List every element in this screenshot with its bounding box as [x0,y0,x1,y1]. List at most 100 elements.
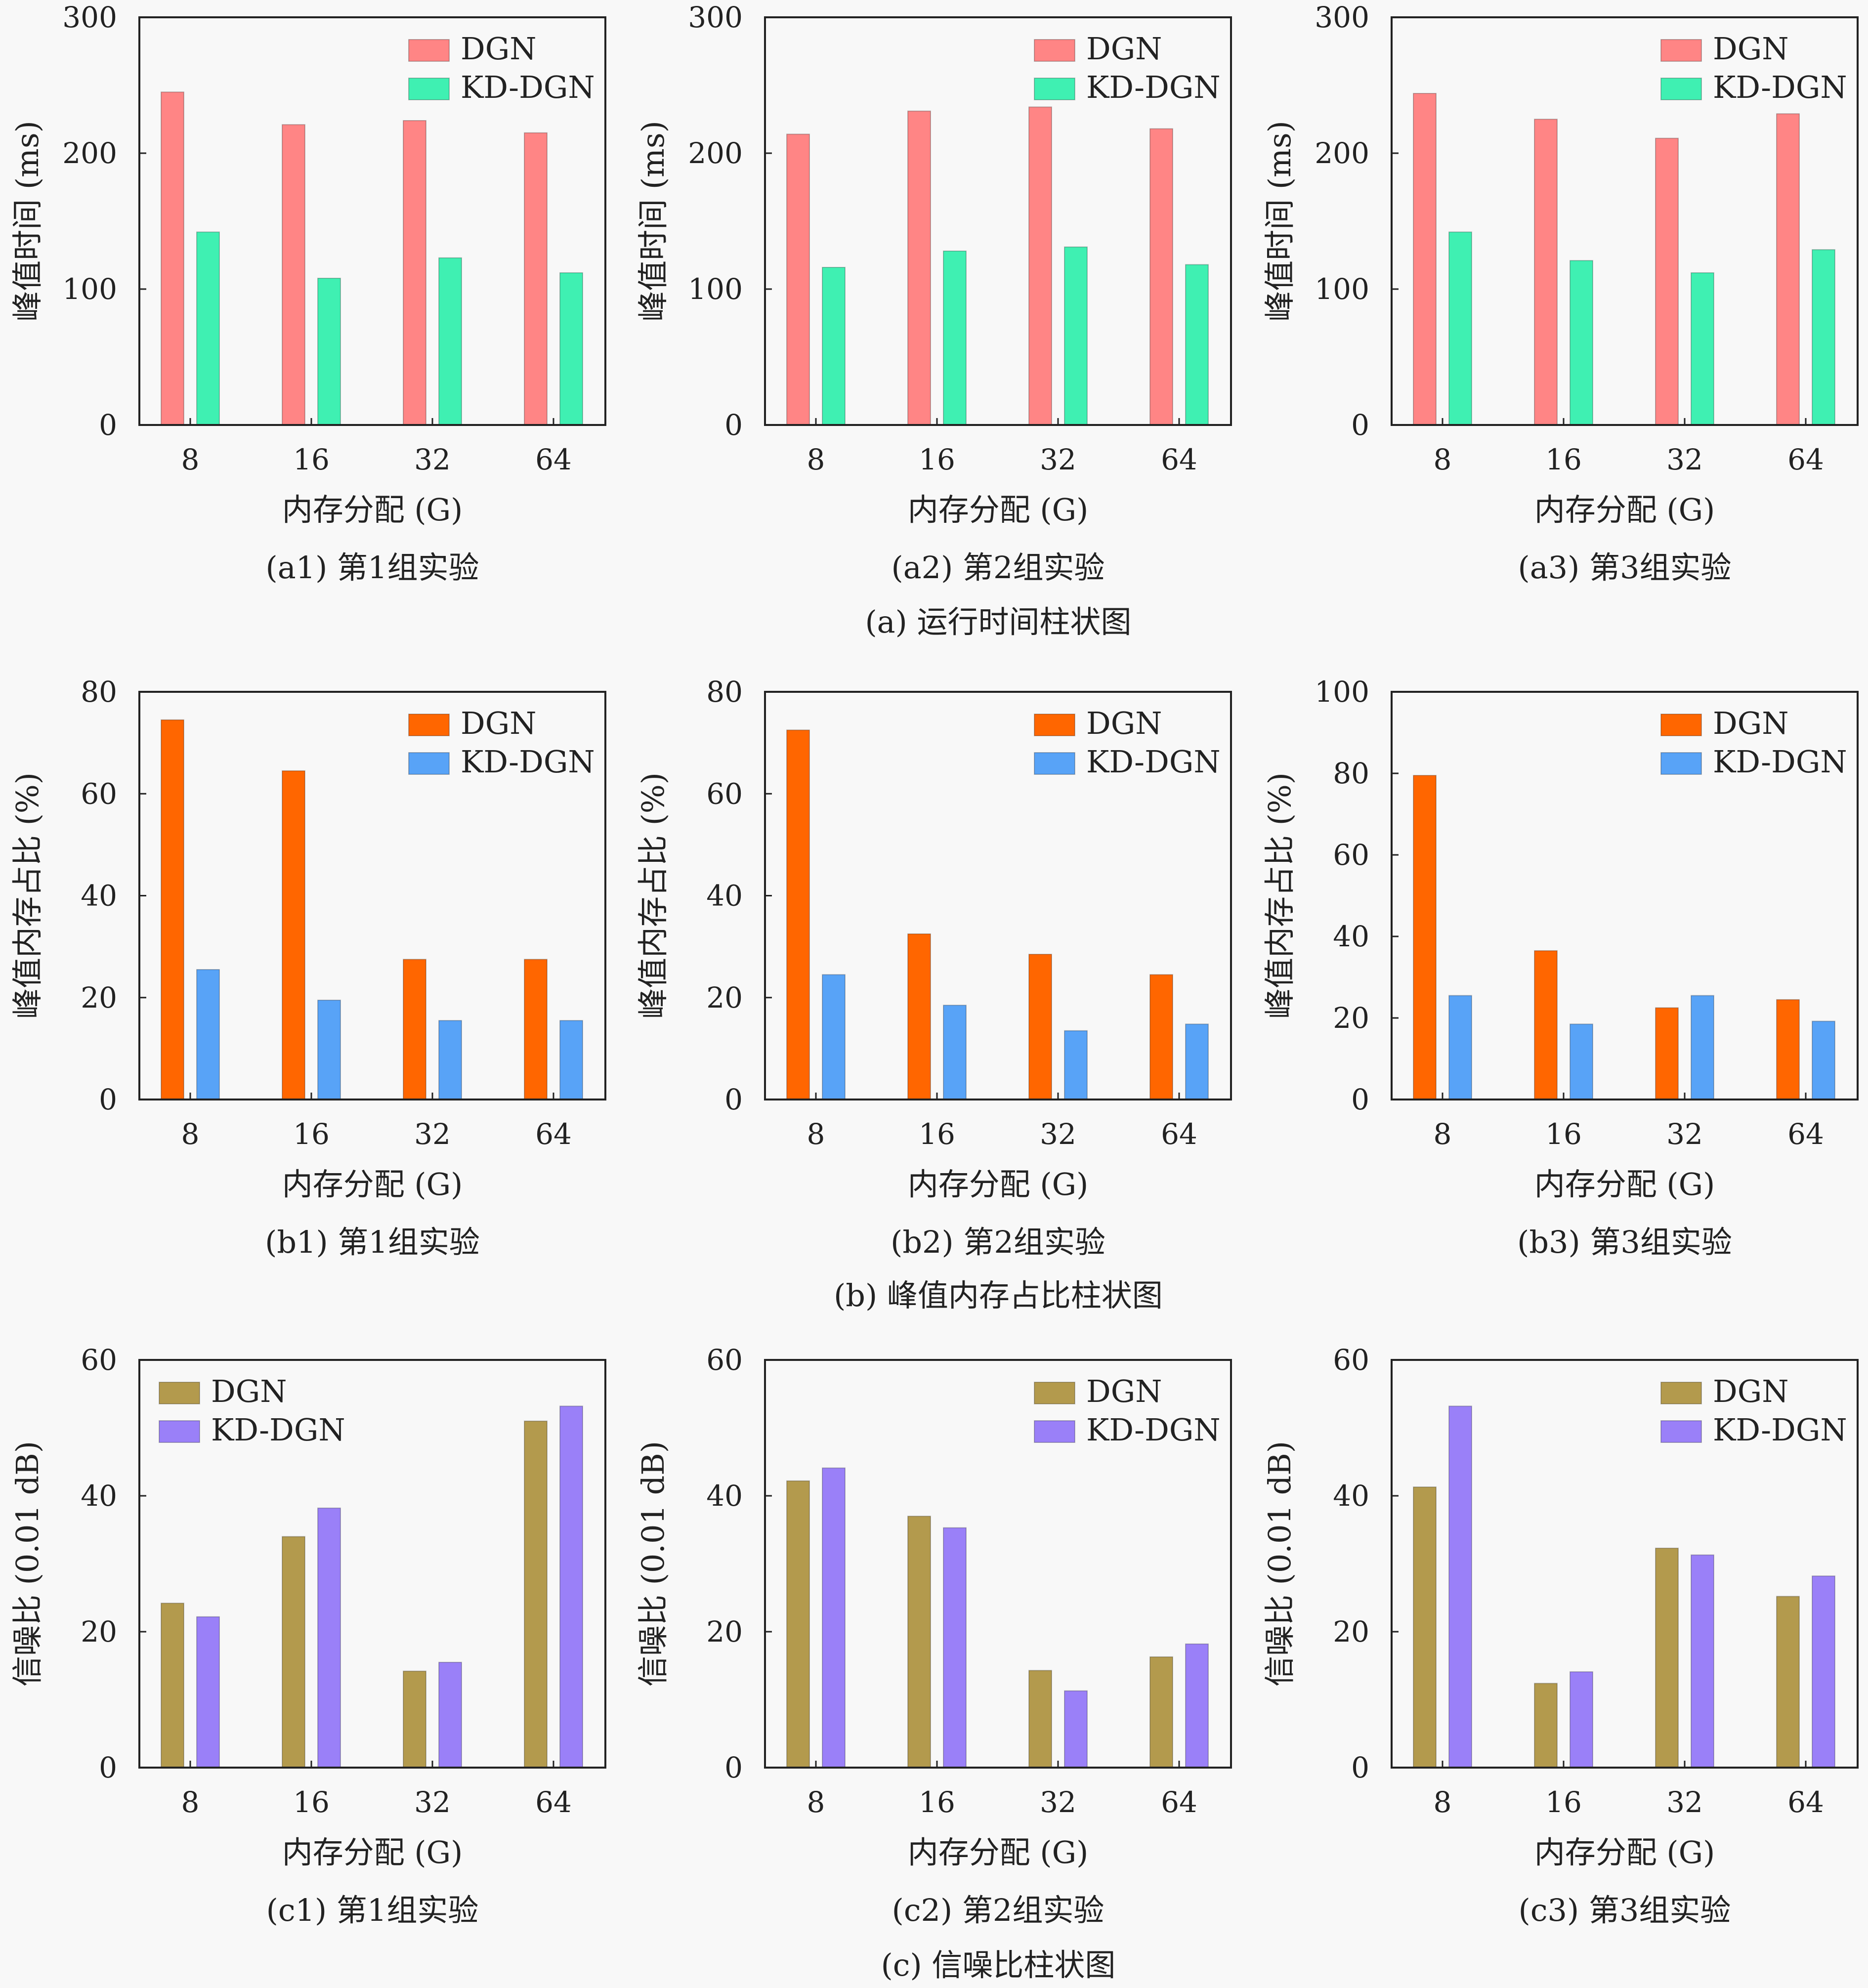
plot-frame [1391,691,1859,1100]
bar-c3-dgn-32 [1655,1547,1679,1768]
row-caption-b: (b) 峰值内存占比柱状图 [834,1277,1163,1313]
x-axis-label: 内存分配 (G) [1534,1166,1715,1202]
y-tick-label: 300 [688,0,743,34]
y-tick-label: 100 [62,272,117,306]
y-tick-label: 20 [81,981,117,1015]
legend-label: DGN [1086,1373,1162,1409]
x-tick-label: 16 [1545,1785,1582,1819]
y-tick-label: 200 [1315,136,1369,170]
x-tick-label: 64 [1787,443,1824,476]
bar-a2-dgn-64 [1149,128,1173,425]
x-axis-label: 内存分配 (G) [1534,492,1715,528]
bar-b3-kd-dgn-8 [1448,995,1472,1100]
bar-b2-dgn-16 [907,933,931,1100]
x-tick-label: 8 [1434,443,1452,476]
y-tick-label: 40 [1333,920,1369,953]
y-tick-label: 40 [1333,1479,1369,1513]
y-tick-label: 300 [62,0,117,34]
legend-swatch-dgn [1660,1382,1702,1404]
bar-c3-kd-dgn-8 [1448,1405,1472,1768]
bar-b3-dgn-64 [1776,999,1800,1100]
legend-label: KD-DGN [1713,1412,1847,1448]
bar-a1-dgn-8 [161,91,184,425]
x-tick-label: 8 [807,1117,825,1151]
x-tick-label: 64 [535,1785,572,1819]
y-tick-label: 20 [1333,1001,1369,1035]
bar-a3-dgn-64 [1776,113,1800,425]
chart-c3: 8 16 32 64 0 20 40 60 内存分配 (G) 信噪比 (0.01 dB) (c3) … [1262,1343,1859,1928]
bar-a3-dgn-32 [1655,137,1679,425]
row-captions: (a) 运行时间柱状图 (b) 峰值内存占比柱状图 (c) 信噪比柱状图 [834,604,1163,1983]
y-tick-label: 0 [99,408,117,442]
x-tick-label: 64 [1161,1785,1197,1819]
bar-c1-dgn-64 [524,1420,548,1768]
x-tick-label: 16 [919,1785,955,1819]
y-tick-label: 60 [1333,1343,1369,1377]
y-tick-label: 100 [688,272,743,306]
legend-label: DGN [1713,1373,1789,1409]
bar-c3-kd-dgn-32 [1691,1554,1714,1768]
y-tick-label: 40 [81,1479,117,1513]
legend-label: DGN [211,1373,287,1409]
y-tick-label: 0 [1351,1751,1369,1784]
bar-a1-dgn-16 [282,124,305,425]
bar-c1-kd-dgn-8 [196,1616,220,1768]
bar-b2-dgn-32 [1028,954,1052,1100]
bar-a2-dgn-32 [1028,106,1052,425]
x-tick-label: 32 [414,1785,451,1819]
bar-a3-dgn-16 [1534,119,1558,425]
panel-caption: (c3) 第3组实验 [1519,1892,1731,1928]
y-tick-label: 200 [688,136,743,170]
bar-b3-kd-dgn-32 [1691,995,1714,1100]
y-tick-label: 300 [1315,0,1369,34]
x-axis-label: 内存分配 (G) [908,1834,1089,1870]
plot-frame [764,1359,1232,1769]
panel-caption: (b2) 第2组实验 [891,1224,1105,1260]
x-tick-label: 64 [1787,1117,1824,1151]
bar-c2-dgn-8 [786,1480,810,1768]
bar-c2-kd-dgn-16 [943,1527,967,1768]
x-axis-label: 内存分配 (G) [908,492,1089,528]
chart-c1: 8 16 32 64 0 20 40 60 内存分配 (G) 信噪比 (0.01 dB) (c1) … [9,1343,606,1928]
x-tick-label: 64 [1161,1117,1197,1151]
chart-b2: 8 16 32 64 0 20 40 60 80 内存分配 (G) 峰值内存占比 (%) (b2) 第… [635,675,1232,1260]
legend-swatch-dgn [408,714,450,736]
legend-label: DGN [1713,705,1789,741]
y-tick-label: 0 [1351,1083,1369,1116]
x-axis-label: 内存分配 (G) [908,1166,1089,1202]
legend-label: KD-DGN [1086,1412,1221,1448]
bar-b2-kd-dgn-8 [822,974,846,1100]
bar-b1-dgn-8 [161,719,184,1100]
bar-b1-dgn-64 [524,959,548,1100]
chart-c2: 8 16 32 64 0 20 40 60 内存分配 (G) 信噪比 (0.01 dB) (c2) … [635,1343,1232,1928]
bar-c3-kd-dgn-64 [1812,1575,1835,1768]
bar-a2-dgn-16 [907,110,931,425]
bar-a2-dgn-8 [786,133,810,425]
bar-a3-kd-dgn-8 [1448,231,1472,425]
bar-c3-kd-dgn-16 [1570,1671,1593,1768]
y-tick-label: 60 [706,777,743,810]
y-tick-label: 100 [1315,675,1369,709]
y-axis-label: 信噪比 (0.01 dB) [635,1441,671,1687]
x-tick-label: 8 [181,1117,200,1151]
y-tick-label: 0 [724,1083,743,1116]
legend-swatch-kd-dgn [408,752,450,775]
y-tick-label: 20 [706,1615,743,1649]
bar-b1-kd-dgn-32 [438,1020,462,1100]
legend-label: DGN [461,31,537,67]
x-tick-label: 64 [1787,1785,1824,1819]
legend-label: KD-DGN [1086,744,1221,780]
bar-b2-kd-dgn-32 [1064,1030,1088,1100]
x-tick-label: 8 [807,1785,825,1819]
y-tick-label: 40 [81,879,117,913]
x-tick-label: 8 [181,443,200,476]
legend-swatch-kd-dgn [1660,78,1702,100]
bar-c1-kd-dgn-32 [438,1661,462,1768]
legend-swatch-dgn [1660,714,1702,736]
y-axis-label: 信噪比 (0.01 dB) [9,1441,45,1687]
plot-frame [138,16,606,426]
